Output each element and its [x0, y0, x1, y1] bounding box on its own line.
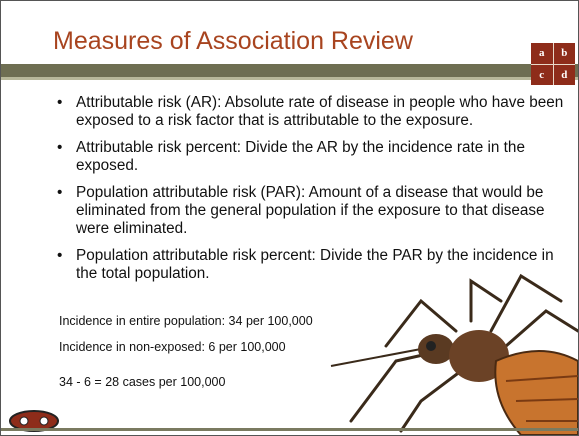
note: 34 - 6 = 28 cases per 100,000 — [59, 375, 226, 389]
bullet: Attributable risk percent: Divide the AR… — [53, 139, 569, 175]
logo — [9, 410, 59, 432]
footer-band — [1, 428, 578, 431]
two-by-two-table: a b c d — [531, 43, 575, 85]
bullet: Population attributable risk percent: Di… — [53, 247, 569, 283]
slide-title: Measures of Association Review — [53, 27, 413, 55]
bullet: Population attributable risk (PAR): Amou… — [53, 184, 569, 238]
cell: b — [553, 43, 575, 64]
cell: c — [531, 64, 553, 85]
bullet: Attributable risk (AR): Absolute rate of… — [53, 94, 569, 130]
note: Incidence in non-exposed: 6 per 100,000 — [59, 340, 286, 354]
cell: a — [531, 43, 553, 64]
bullet-list: Attributable risk (AR): Absolute rate of… — [53, 94, 569, 292]
header-band — [1, 64, 578, 77]
cell: d — [553, 64, 575, 85]
header-band-light — [1, 77, 578, 80]
note: Incidence in entire population: 34 per 1… — [59, 314, 313, 328]
